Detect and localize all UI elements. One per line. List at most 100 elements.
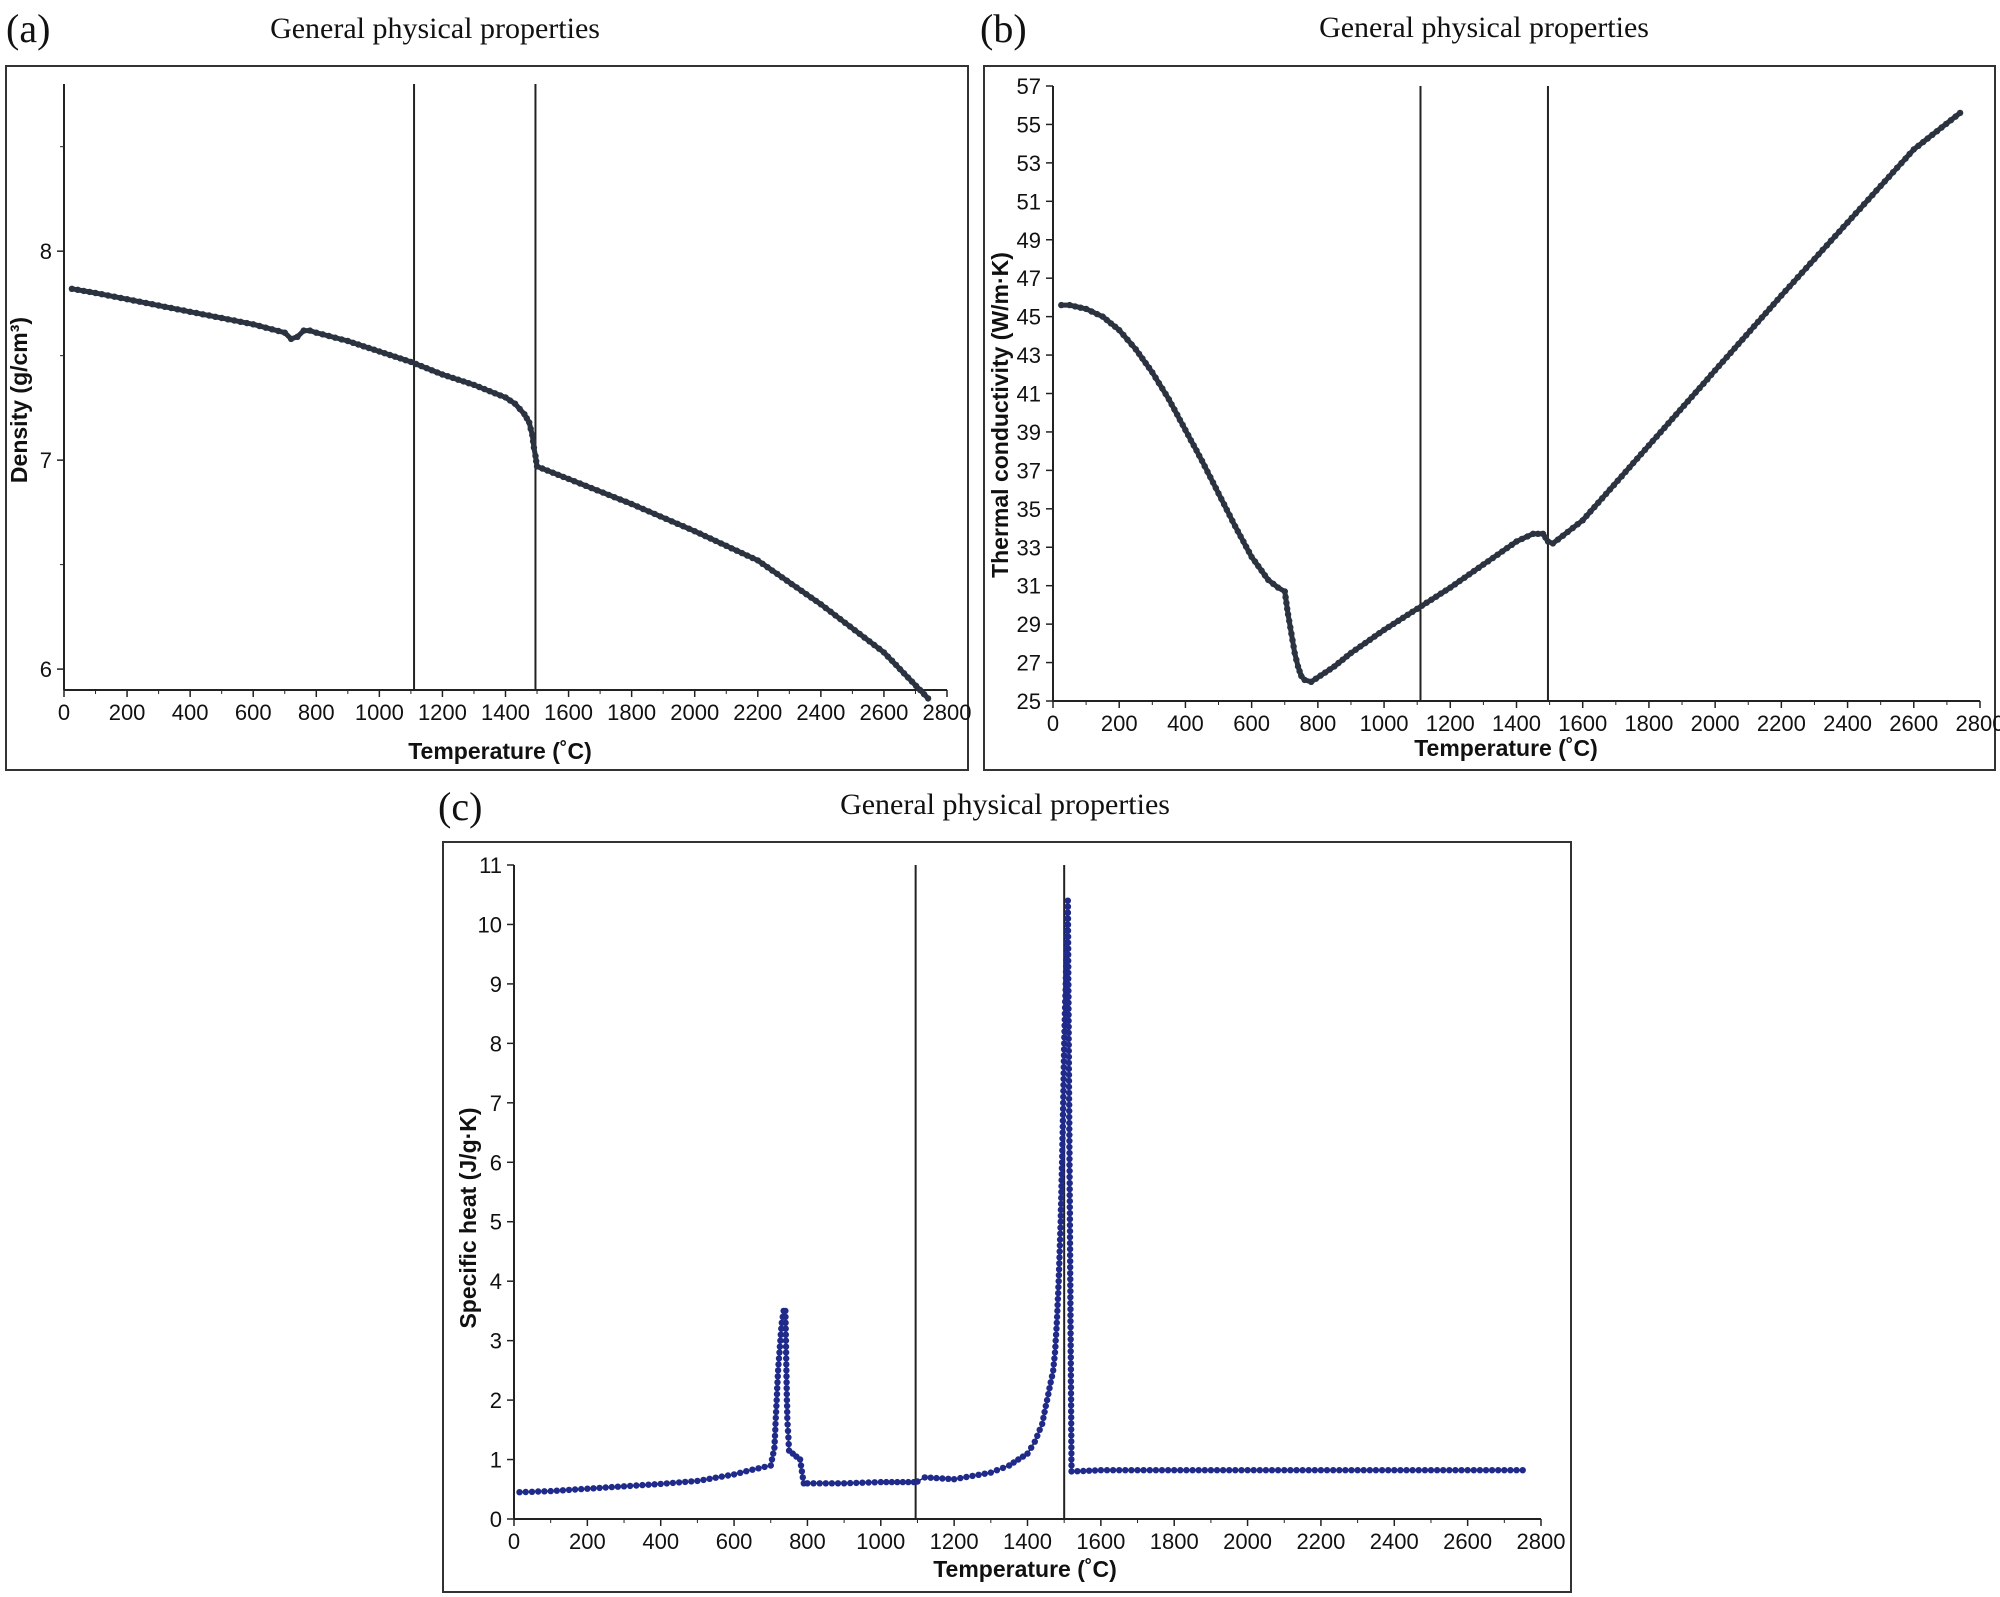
panel-b-data-point [1409,608,1416,615]
panel-a-data-point [86,288,93,296]
panel-b-data-point [1794,274,1802,281]
panel-c-data-point [1470,1467,1478,1474]
panel-c-data-point [1060,1099,1067,1107]
panel-b-data-point [1282,594,1289,601]
panel-c-data-point [1028,1444,1035,1451]
panel-b-data-point [1524,533,1531,540]
panel-c-data-point [1041,1408,1048,1416]
panel-c-data-point [798,1468,806,1475]
panel-a-data-point [104,292,112,299]
panel-c-data-point [1066,1185,1073,1193]
panel-a-data-point [837,615,844,623]
panel-a-data-point [875,645,883,652]
panel-b-data-point [1261,572,1269,579]
panel-c-data-point [1152,1467,1160,1474]
panel-a-data-point [628,500,635,508]
panel-b-data-point [1168,401,1175,408]
panel-a-x-tick-label: 1600 [544,700,593,725]
panel-a-data-point [117,294,125,302]
panel-c-data-point [1066,1203,1074,1211]
panel-b-data-point [1758,314,1766,321]
panel-b-data-point [1534,530,1542,537]
panel-c-data-point [969,1472,976,1480]
panel-b-data-point [1399,614,1407,621]
panel-b-data-point [1390,620,1397,628]
panel-b-x-tick-label: 600 [1233,711,1270,736]
panel-b-data-point [1873,187,1880,194]
panel-c-data-point [1067,1258,1074,1265]
panel-c-data-point [1060,1087,1067,1095]
panel-b-data-point [1743,332,1750,339]
panel-a-data-point [275,327,282,335]
panel-c-data-point [1366,1467,1374,1474]
panel-c-data-point [999,1464,1007,1472]
panel-a-data-point [916,686,924,694]
panel-a-data-point [832,612,839,619]
panel-b-data-point [1395,617,1402,624]
panel-c-data-point [775,1355,783,1362]
panel-c-data-point [1067,1378,1075,1385]
panel-c-data-point [1360,1467,1367,1474]
panel-c-data-point [963,1473,970,1481]
panel-c-data-point [1372,1467,1380,1474]
panel-b-data-point [1840,223,1847,231]
panel-a-data-point [611,494,618,501]
panel-a-data-point [803,591,810,598]
panel-a-x-tick-label: 2000 [670,700,719,725]
panel-c-data-point [1056,1254,1063,1261]
panel-b-data-point [1179,421,1186,429]
panel-a-data-point [92,289,99,297]
panel-c-data-point [1287,1467,1294,1474]
panel-a-data-point [651,510,658,518]
panel-c-data-point [1066,1155,1073,1163]
panel-b-data-point [1294,663,1302,670]
panel-b-data-point [1326,666,1334,673]
panel-b-data-point [1554,536,1562,543]
panel-c-data-point [1068,1450,1075,1457]
panel-c-data-point [1330,1467,1337,1474]
panel-c-data-point [1067,1390,1075,1397]
panel-c-data-point [847,1479,854,1487]
panel-c-data-point [1055,1278,1062,1285]
panel-a-data-point [544,467,551,474]
panel-c-data-point [1433,1467,1441,1474]
panel-c-data-point [1058,1176,1065,1184]
panel-a-data-point [332,334,339,341]
panel-b-data-point [1574,521,1581,528]
panel-c-data-point [1067,1294,1074,1301]
panel-c-data-point [1064,933,1072,940]
panel-a-data-point [788,580,795,588]
panel-c-y-tick-label: 6 [490,1150,502,1175]
panel-b-data-point [1579,517,1586,524]
panel-a-data-point [774,570,781,578]
panel-c-data-point [1054,1307,1061,1315]
panel-c-data-point [1066,1221,1074,1229]
panel-b-data-point [1669,415,1676,423]
panel-c-y-tick-label: 8 [490,1031,502,1056]
panel-a-data-point [685,525,693,532]
panel-c-data-point [1397,1467,1404,1474]
panel-b-data-point [1082,305,1090,313]
panel-a-data-point [325,332,333,340]
panel-c-data-point [810,1480,817,1487]
panel-c-data-point [1058,1171,1066,1178]
panel-a-data-point [313,329,320,336]
panel-b-x-tick-label: 200 [1101,711,1138,736]
panel-b-y-tick-label: 35 [1017,497,1041,522]
panel-a-data-point [793,584,800,591]
panel-c-data-point [778,1325,785,1332]
panel-c-data-point [1065,1053,1073,1061]
panel-c-data-point [547,1487,554,1495]
panel-b-data-point [1124,336,1131,343]
panel-c-data-point [1067,1402,1075,1409]
panel-c-data-point [1293,1467,1300,1474]
panel-c-data-point [782,1325,789,1332]
panel-c-data-point [1065,963,1072,970]
panel-c-data-point [782,1313,789,1321]
panel-b-data-point [1754,318,1762,326]
panel-a-plot: 0 200 400 600 800 1000 1200 1400 1600 1800 2000 220… [40,84,971,725]
panel-b-data-point [1938,124,1945,131]
panel-a-data-point [764,564,771,571]
panel-b-data-point [1739,336,1746,343]
panel-c-y-tick-label: 10 [478,912,502,937]
